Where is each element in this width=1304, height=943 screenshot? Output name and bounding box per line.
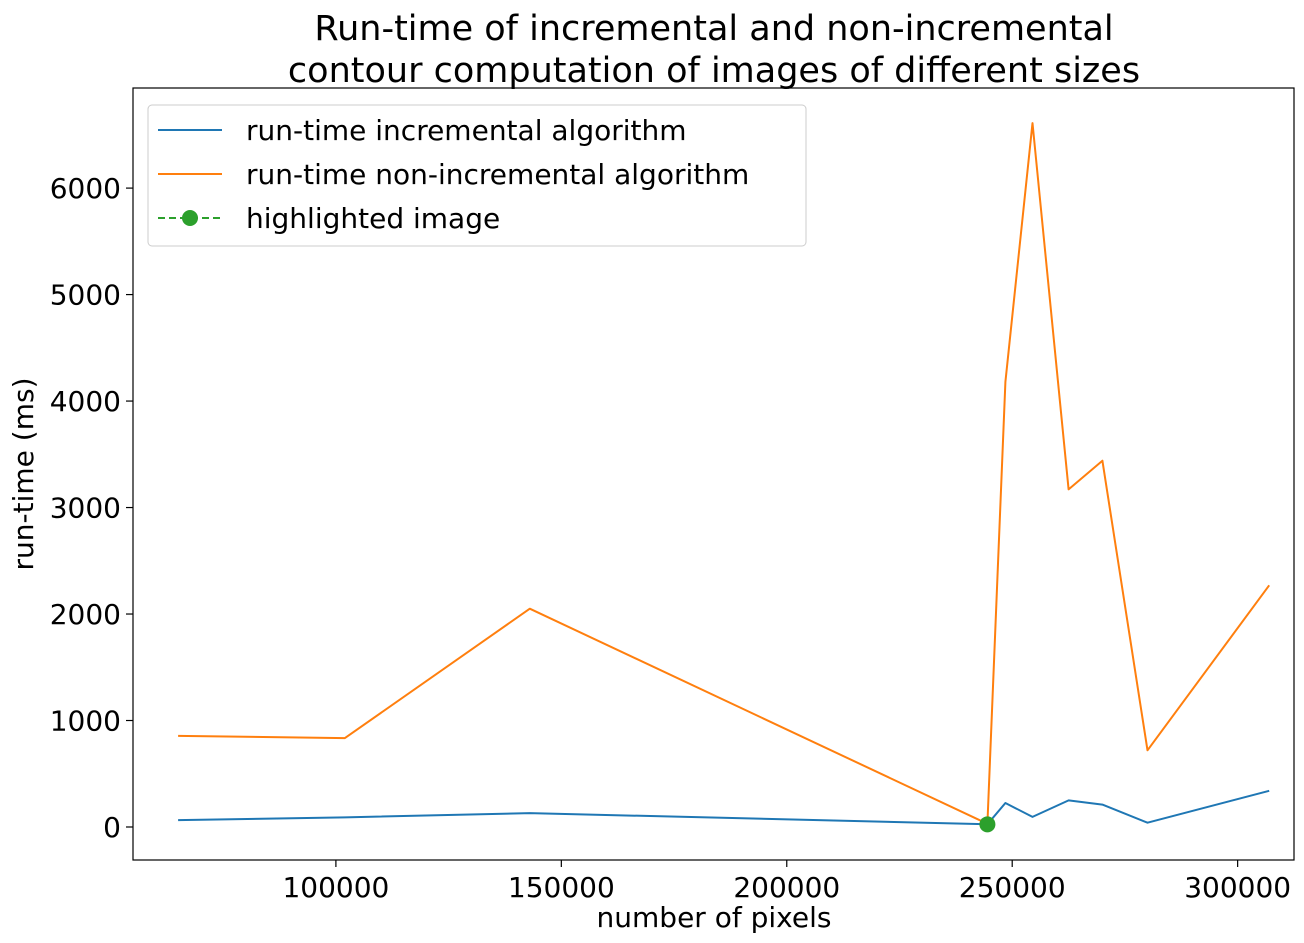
series-layer <box>178 122 1271 833</box>
legend-box <box>147 104 807 247</box>
x-tick-label: 100000 <box>282 871 389 904</box>
legend-marker-highlighted <box>182 210 198 226</box>
chart-title-line-2: contour computation of images of differe… <box>288 51 1140 91</box>
chart-title-line-1: Run-time of incremental and non-incremen… <box>314 9 1113 49</box>
series-line-non-incremental <box>178 122 1271 825</box>
y-tick-label: 5000 <box>50 279 121 312</box>
x-axis-ticks: 100000 150000 200000 250000 300000 <box>282 860 1291 904</box>
y-axis-ticks: 0 1000 2000 3000 4000 5000 6000 <box>50 172 133 844</box>
x-tick-label: 200000 <box>733 871 840 904</box>
legend-label-highlighted: highlighted image <box>246 202 500 235</box>
plot-area-frame <box>132 87 1295 861</box>
chart-title: Run-time of incremental and non-incremen… <box>288 9 1140 91</box>
x-axis-title: number of pixels <box>597 901 832 934</box>
x-tick-label: 250000 <box>959 871 1066 904</box>
y-axis-title: run-time (ms) <box>7 378 40 571</box>
y-tick-label: 2000 <box>50 598 121 631</box>
legend-label-non-incremental: run-time non-incremental algorithm <box>246 158 749 191</box>
y-tick-label: 6000 <box>50 172 121 205</box>
y-tick-label: 1000 <box>50 705 121 738</box>
x-tick-label: 300000 <box>1184 871 1291 904</box>
legend: run-time incremental algorithm run-time … <box>147 104 807 247</box>
series-line-incremental <box>178 789 1270 826</box>
y-tick-label: 0 <box>103 811 121 844</box>
highlighted-point <box>979 816 996 833</box>
y-tick-label: 4000 <box>50 385 121 418</box>
y-tick-label: 3000 <box>50 492 121 525</box>
legend-label-incremental: run-time incremental algorithm <box>246 114 687 147</box>
x-tick-label: 150000 <box>508 871 615 904</box>
